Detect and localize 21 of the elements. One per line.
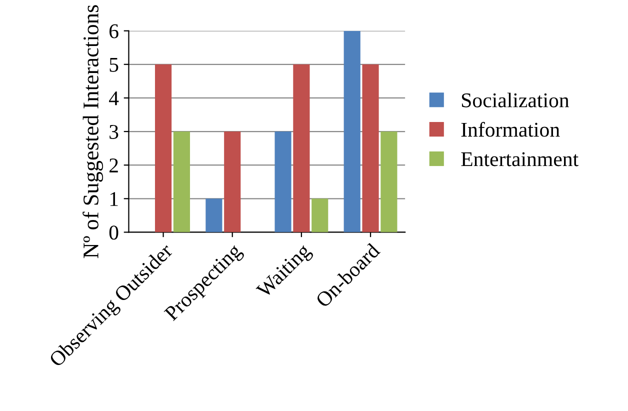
y-axis-title: Nº of Suggested Interactions [82, 5, 104, 258]
bar [312, 198, 328, 232]
y-tick-label: 0 [109, 226, 118, 240]
y-tick-label: 2 [110, 158, 118, 172]
legend-label: Information [461, 122, 560, 137]
bar [344, 30, 360, 232]
bar [206, 198, 222, 232]
bar [224, 132, 241, 232]
legend-label: Socialization [462, 92, 570, 108]
y-tick-label: 3 [110, 124, 118, 139]
y-tick-label: 4 [109, 91, 119, 106]
bar [274, 132, 292, 232]
y-tick-label: 6 [109, 24, 118, 38]
bar [362, 64, 379, 232]
bar [173, 132, 190, 232]
bar [380, 132, 398, 232]
y-tick-label: 5 [110, 58, 118, 72]
y-tick-label: 1 [110, 192, 118, 206]
legend-label: Entertainment [461, 152, 578, 166]
bar [293, 64, 310, 232]
bar [154, 64, 172, 232]
